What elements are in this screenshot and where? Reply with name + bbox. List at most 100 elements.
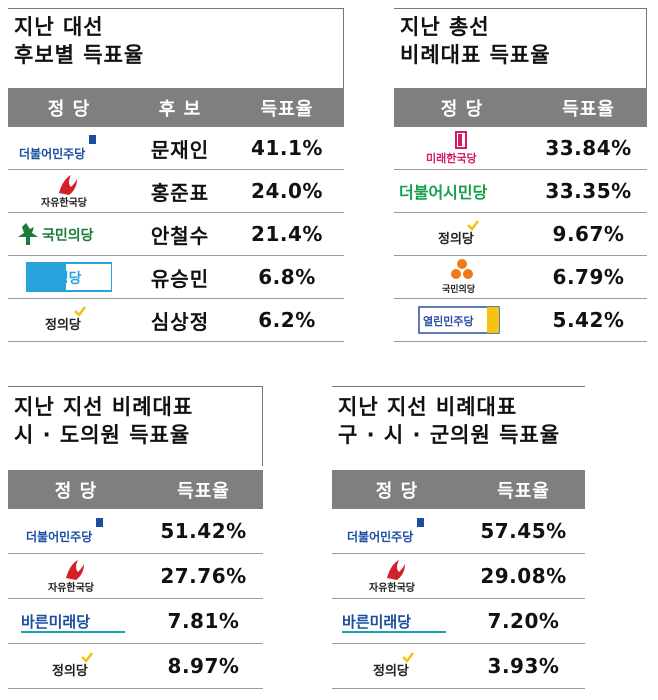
header-party: 정 당	[375, 480, 419, 502]
table-row: 미래한국당 33.84%	[394, 127, 647, 170]
party-logo-text: 정의당	[52, 663, 88, 679]
party-logo-text: 정의당	[438, 231, 474, 247]
party-logo-text: 미래한국당	[426, 151, 477, 165]
panel-title-box: 지난 지선 비례대표 구 · 시 · 군의원 득표율	[332, 386, 585, 466]
party-logo-text: 바른미래당	[342, 613, 411, 631]
panel-title-line-2: 비례대표 득표율	[400, 43, 551, 67]
party-logo-text: 열린민주당	[423, 314, 474, 328]
panel-title-box: 지난 대선 후보별 득표율	[8, 8, 344, 88]
table-row: 열린민주당 5.42%	[394, 299, 647, 342]
panel-title-box: 지난 총선 비례대표 득표율	[394, 8, 647, 88]
party-logo-text: 바른정당	[30, 270, 82, 287]
vote-rate: 9.67%	[552, 222, 625, 246]
vote-rate: 5.42%	[552, 308, 625, 332]
party-logo-platform: 더불어시민당	[394, 176, 530, 206]
panel-local-provincial: 지난 지선 비례대표 시 · 도의원 득표율 정 당 득표율 더불어민주당 51…	[8, 386, 263, 692]
header-party: 정 당	[54, 480, 98, 502]
party-logo-justice: 정의당	[332, 651, 462, 681]
vote-rate: 51.42%	[160, 519, 247, 543]
table-row: 바른미래당 7.20%	[332, 599, 585, 644]
party-logo-minjoo: 더불어민주당	[332, 516, 462, 546]
header-rate: 득표율	[177, 480, 230, 502]
vote-rate: 21.4%	[251, 222, 323, 246]
table-row: 정의당 8.97%	[8, 644, 263, 689]
party-logo-people: 국민의당	[8, 219, 130, 249]
table-row: 정의당 심상정 6.2%	[8, 299, 344, 342]
panel-title-line-2: 구 · 시 · 군의원 득표율	[338, 423, 561, 447]
party-logo-liberty: 자유한국당	[332, 558, 462, 594]
table-row: 더불어시민당 33.35%	[394, 170, 647, 213]
party-logo-minjoo: 더불어민주당	[8, 516, 144, 546]
header-party: 정 당	[47, 98, 91, 120]
table-row: 더불어민주당 문재인 41.1%	[8, 127, 344, 170]
panel-title-line-1: 지난 지선 비례대표	[338, 395, 518, 419]
table-row: 국민의당 6.79%	[394, 256, 647, 299]
results-table: 정 당 득표율 더불어민주당 51.42% 자유한국당 27.76%	[8, 470, 263, 689]
vote-rate: 6.8%	[258, 265, 316, 289]
party-logo-text: 정의당	[45, 317, 81, 333]
party-logo-justice: 정의당	[8, 305, 130, 335]
header-rate: 득표율	[562, 98, 615, 120]
party-logo-open-democratic: 열린민주당	[394, 305, 530, 335]
candidate-name: 유승민	[150, 266, 210, 291]
panel-title-line-1: 지난 대선	[14, 15, 104, 39]
results-table: 정 당 득표율 미래한국당 33.84% 더불어시민당 33.35%	[394, 88, 647, 342]
party-logo-text: 더불어민주당	[26, 529, 92, 544]
party-logo-text: 국민의당	[42, 227, 94, 244]
header-candidate: 후 보	[158, 98, 202, 120]
candidate-name: 안철수	[150, 223, 210, 248]
panel-title-line-1: 지난 총선	[400, 15, 490, 39]
vote-rate: 6.79%	[552, 265, 625, 289]
party-logo-text: 자유한국당	[369, 581, 416, 594]
vote-rate: 29.08%	[480, 564, 567, 588]
candidate-name: 심상정	[150, 309, 210, 334]
vote-rate: 41.1%	[251, 136, 323, 160]
party-logo-minjoo: 더불어민주당	[8, 133, 130, 163]
vote-rate: 33.35%	[545, 179, 632, 203]
panel-presidential-election: 지난 대선 후보별 득표율 정 당 후 보 득표율 더불어민주당 문재인 41.…	[8, 8, 344, 348]
table-row: 바른미래당 7.81%	[8, 599, 263, 644]
party-logo-text: 정의당	[373, 663, 409, 679]
vote-rate: 6.2%	[258, 308, 316, 332]
panel-title-line-2: 후보별 득표율	[14, 43, 145, 67]
party-logo-text: 더불어민주당	[19, 146, 85, 161]
party-logo-future-korea: 미래한국당	[394, 130, 530, 166]
party-logo-people: 국민의당	[394, 258, 530, 296]
vote-rate: 7.20%	[487, 609, 560, 633]
panel-general-election: 지난 총선 비례대표 득표율 정 당 득표율 미래한국당 33.84% 더불어시…	[394, 8, 647, 348]
panel-title-line-2: 시 · 도의원 득표율	[14, 423, 191, 447]
party-logo-text: 바른미래당	[21, 613, 90, 631]
party-logo-text: 더불어민주당	[347, 529, 413, 544]
vote-rate: 27.76%	[160, 564, 247, 588]
vote-rate: 3.93%	[487, 654, 560, 678]
vote-rate: 7.81%	[167, 609, 240, 633]
candidate-name: 홍준표	[150, 180, 210, 205]
header-party: 정 당	[440, 98, 484, 120]
party-logo-justice: 정의당	[8, 651, 144, 681]
panel-title-line-1: 지난 지선 비례대표	[14, 395, 194, 419]
party-logo-justice: 정의당	[394, 219, 530, 249]
table-row: 더불어민주당 57.45%	[332, 509, 585, 554]
panel-title-box: 지난 지선 비례대표 시 · 도의원 득표율	[8, 386, 263, 466]
party-logo-text: 자유한국당	[41, 196, 88, 209]
vote-rate: 33.84%	[545, 136, 632, 160]
table-row: 자유한국당 27.76%	[8, 554, 263, 599]
results-table: 정 당 후 보 득표율 더불어민주당 문재인 41.1% 자유한국당 홍준표	[8, 88, 344, 342]
results-table: 정 당 득표율 더불어민주당 57.45% 자유한국당 29.08%	[332, 470, 585, 689]
party-logo-text: 국민의당	[442, 283, 476, 295]
party-logo-liberty: 자유한국당	[8, 558, 144, 594]
party-logo-text: 자유한국당	[48, 581, 95, 594]
party-logo-bareun-mirae: 바른미래당	[332, 606, 462, 636]
table-row: 더불어민주당 51.42%	[8, 509, 263, 554]
table-header: 정 당 득표율	[332, 470, 585, 509]
table-row: 자유한국당 29.08%	[332, 554, 585, 599]
table-row: 바른정당 유승민 6.8%	[8, 256, 344, 299]
party-logo-text: 더불어시민당	[399, 183, 488, 202]
table-row: 정의당 9.67%	[394, 213, 647, 256]
vote-rate: 57.45%	[480, 519, 567, 543]
header-rate: 득표율	[260, 98, 314, 120]
party-logo-liberty: 자유한국당	[8, 173, 130, 209]
table-header: 정 당 후 보 득표율	[8, 88, 344, 127]
table-header: 정 당 득표율	[8, 470, 263, 509]
party-logo-bareun-mirae: 바른미래당	[8, 606, 144, 636]
